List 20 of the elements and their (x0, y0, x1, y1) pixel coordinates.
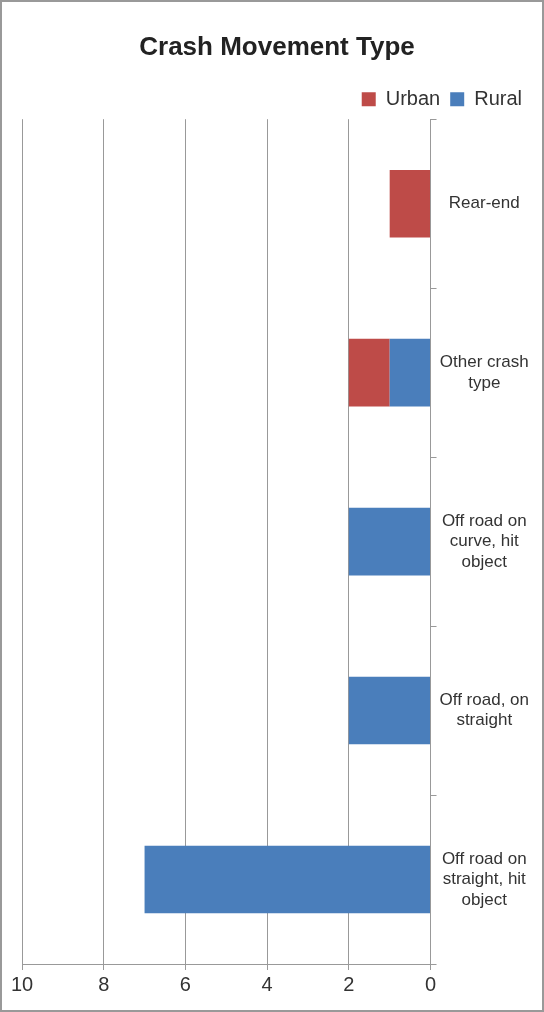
x-tick-label: 6 (179, 972, 191, 995)
bar (389, 338, 431, 407)
x-tick-label: 10 (10, 972, 34, 995)
legend-label: Urban (385, 86, 441, 109)
y-tick-label: Rear-end (448, 193, 520, 213)
x-tick-label: 2 (343, 972, 355, 995)
y-tick-label: Off road, on straight (439, 690, 529, 730)
bar (389, 169, 431, 238)
bar (348, 338, 390, 407)
x-tick-label: 8 (98, 972, 110, 995)
bar (348, 507, 431, 576)
y-tick-label: Off road on curve, hit object (441, 510, 527, 571)
chart-title: Crash Movement Type (139, 30, 415, 61)
y-tick-label: Off road on straight, hit object (441, 848, 527, 909)
y-tick-label: Other crash type (439, 352, 529, 392)
bar (348, 676, 431, 745)
legend-label: Rural (474, 86, 522, 109)
x-tick-label: 0 (424, 972, 437, 995)
bar (144, 845, 431, 914)
x-tick-label: 4 (261, 972, 273, 995)
